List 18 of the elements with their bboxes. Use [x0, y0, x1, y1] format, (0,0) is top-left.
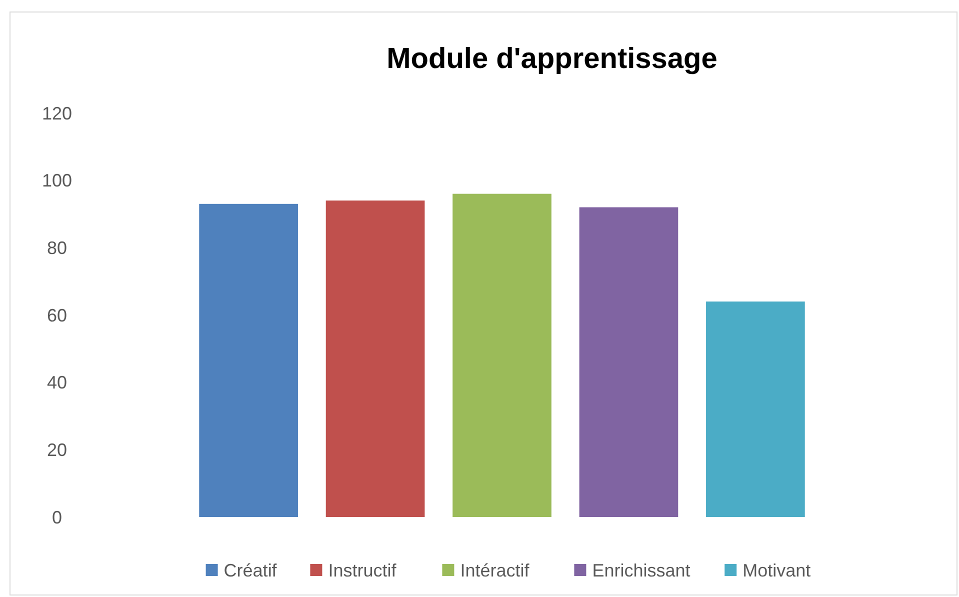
bar: [579, 207, 678, 517]
legend-label: Motivant: [742, 560, 811, 580]
chart-title: Module d'apprentissage: [386, 43, 718, 75]
legend-label: Créatif: [224, 560, 278, 580]
legend-label: Enrichissant: [592, 560, 690, 580]
y-tick-label: 80: [46, 238, 68, 258]
bar: [452, 194, 552, 517]
y-tick-label: 100: [42, 170, 72, 191]
y-tick-label: 20: [46, 440, 68, 460]
legend-label: Instructif: [328, 560, 398, 580]
legend-label: Intéractif: [460, 560, 530, 580]
bar: [326, 200, 425, 517]
bar: [706, 302, 805, 517]
y-tick-label: 120: [42, 103, 72, 124]
y-tick-label: 40: [46, 372, 68, 393]
y-tick-label: 0: [52, 507, 62, 528]
bar: [199, 204, 298, 517]
y-tick-label: 60: [46, 305, 68, 326]
